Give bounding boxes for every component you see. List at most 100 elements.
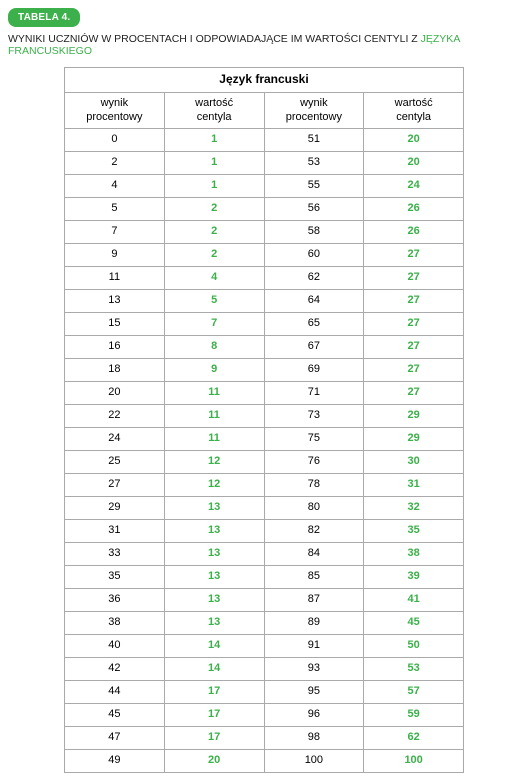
centile-cell: 12 <box>164 473 264 496</box>
centile-cell: 9 <box>164 358 264 381</box>
score-cell: 51 <box>264 128 364 151</box>
score-cell: 47 <box>65 726 165 749</box>
centile-cell: 17 <box>164 726 264 749</box>
table-caption: WYNIKI UCZNIÓW W PROCENTACH I ODPOWIADAJ… <box>8 33 520 57</box>
centile-cell: 29 <box>364 427 464 450</box>
table-row: 1576527 <box>65 312 464 335</box>
table-row: 47179862 <box>65 726 464 749</box>
score-cell: 20 <box>65 381 165 404</box>
caption-row: TABELA 4. WYNIKI UCZNIÓW W PROCENTACH I … <box>8 8 520 57</box>
table-row: 215320 <box>65 151 464 174</box>
score-cell: 4 <box>65 174 165 197</box>
centile-cell: 24 <box>364 174 464 197</box>
score-cell: 16 <box>65 335 165 358</box>
table-row: 25127630 <box>65 450 464 473</box>
table-row: 725826 <box>65 220 464 243</box>
centile-cell: 39 <box>364 565 464 588</box>
score-cell: 75 <box>264 427 364 450</box>
centile-cell: 17 <box>164 703 264 726</box>
centile-cell: 2 <box>164 197 264 220</box>
score-cell: 82 <box>264 519 364 542</box>
table-row: 45179659 <box>65 703 464 726</box>
score-cell: 84 <box>264 542 364 565</box>
table-row: 1356427 <box>65 289 464 312</box>
score-cell: 58 <box>264 220 364 243</box>
score-cell: 96 <box>264 703 364 726</box>
centile-cell: 7 <box>164 312 264 335</box>
score-cell: 80 <box>264 496 364 519</box>
centile-cell: 20 <box>164 749 264 772</box>
score-cell: 45 <box>65 703 165 726</box>
score-cell: 67 <box>264 335 364 358</box>
table-body: 0151202153204155245256267258269260271146… <box>65 128 464 772</box>
centile-cell: 20 <box>364 128 464 151</box>
centile-cell: 8 <box>164 335 264 358</box>
table-row: 525626 <box>65 197 464 220</box>
score-cell: 31 <box>65 519 165 542</box>
centile-cell: 14 <box>164 657 264 680</box>
centile-cell: 5 <box>164 289 264 312</box>
score-cell: 35 <box>65 565 165 588</box>
score-cell: 7 <box>65 220 165 243</box>
centile-cell: 17 <box>164 680 264 703</box>
score-cell: 40 <box>65 634 165 657</box>
centile-cell: 13 <box>164 496 264 519</box>
score-cell: 53 <box>264 151 364 174</box>
centile-cell: 26 <box>364 220 464 243</box>
table-row: 22117329 <box>65 404 464 427</box>
centile-cell: 100 <box>364 749 464 772</box>
score-cell: 65 <box>264 312 364 335</box>
table-row: 27127831 <box>65 473 464 496</box>
centile-cell: 1 <box>164 151 264 174</box>
score-cell: 64 <box>264 289 364 312</box>
table-row: 20117127 <box>65 381 464 404</box>
score-cell: 85 <box>264 565 364 588</box>
score-cell: 98 <box>264 726 364 749</box>
col-header-3: wynikprocentowy <box>264 93 364 129</box>
centile-cell: 27 <box>364 243 464 266</box>
table-row: 926027 <box>65 243 464 266</box>
score-cell: 89 <box>264 611 364 634</box>
score-cell: 27 <box>65 473 165 496</box>
score-cell: 49 <box>65 749 165 772</box>
centile-cell: 59 <box>364 703 464 726</box>
table-row: 42149353 <box>65 657 464 680</box>
table-title: Język francuski <box>65 68 464 93</box>
centile-cell: 11 <box>164 404 264 427</box>
table-row: 33138438 <box>65 542 464 565</box>
score-cell: 18 <box>65 358 165 381</box>
table-row: 29138032 <box>65 496 464 519</box>
table-wrap: Język francuski wynikprocentowy wartośćc… <box>8 67 520 773</box>
centile-cell: 11 <box>164 427 264 450</box>
centile-cell: 27 <box>364 289 464 312</box>
score-cell: 69 <box>264 358 364 381</box>
score-cell: 9 <box>65 243 165 266</box>
col-header-1: wynikprocentowy <box>65 93 165 129</box>
centile-cell: 62 <box>364 726 464 749</box>
score-cell: 11 <box>65 266 165 289</box>
col-header-4: wartośćcentyla <box>364 93 464 129</box>
table-row: 015120 <box>65 128 464 151</box>
score-cell: 76 <box>264 450 364 473</box>
centile-cell: 20 <box>364 151 464 174</box>
table-row: 1146227 <box>65 266 464 289</box>
score-cell: 29 <box>65 496 165 519</box>
table-row: 31138235 <box>65 519 464 542</box>
score-cell: 22 <box>65 404 165 427</box>
centile-cell: 35 <box>364 519 464 542</box>
score-cell: 62 <box>264 266 364 289</box>
table-row: 4920100100 <box>65 749 464 772</box>
score-cell: 100 <box>264 749 364 772</box>
score-cell: 13 <box>65 289 165 312</box>
centile-cell: 45 <box>364 611 464 634</box>
centile-cell: 50 <box>364 634 464 657</box>
centile-cell: 13 <box>164 565 264 588</box>
score-cell: 5 <box>65 197 165 220</box>
table-row: 24117529 <box>65 427 464 450</box>
centile-cell: 13 <box>164 519 264 542</box>
score-cell: 78 <box>264 473 364 496</box>
centile-cell: 1 <box>164 174 264 197</box>
centile-cell: 27 <box>364 358 464 381</box>
centile-cell: 32 <box>364 496 464 519</box>
score-cell: 73 <box>264 404 364 427</box>
